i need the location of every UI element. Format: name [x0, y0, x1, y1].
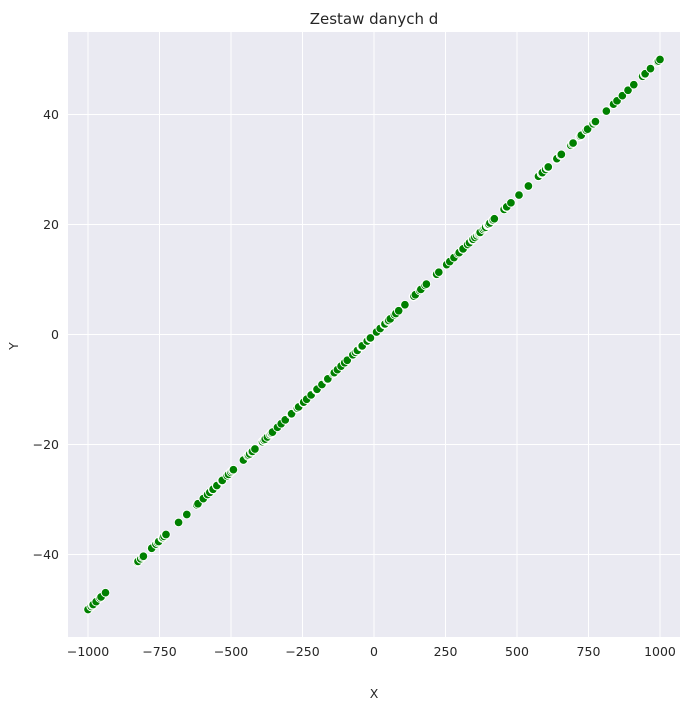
- data-point: [556, 149, 567, 160]
- data-point: [601, 106, 612, 116]
- x-axis-ticks: −1000 −750 −500 −250 0 250 500 750 1000: [67, 644, 676, 659]
- y-tick-label: 40: [43, 107, 59, 122]
- x-tick-label: 0: [370, 644, 378, 659]
- data-point: [623, 85, 633, 95]
- y-axis-ticks: −40 −20 0 20 40: [33, 107, 59, 562]
- x-tick-label: −1000: [67, 644, 109, 659]
- data-point: [506, 198, 516, 208]
- x-tick-label: 250: [434, 644, 458, 659]
- y-tick-label: −20: [33, 437, 59, 452]
- y-tick-label: −40: [33, 547, 59, 562]
- y-tick-label: 20: [43, 217, 59, 232]
- data-point: [421, 279, 432, 289]
- x-tick-label: −750: [142, 644, 176, 659]
- x-axis-label: X: [370, 686, 379, 701]
- chart-title: Zestaw danych d: [310, 10, 439, 28]
- data-point: [250, 444, 260, 454]
- data-point: [161, 529, 171, 540]
- x-tick-label: 500: [505, 644, 529, 659]
- data-point: [400, 300, 410, 310]
- data-point: [514, 190, 524, 200]
- data-point: [568, 138, 578, 148]
- data-point: [228, 464, 239, 475]
- y-tick-label: 0: [51, 327, 59, 342]
- x-tick-label: 750: [577, 644, 601, 659]
- data-point: [138, 551, 149, 561]
- data-point: [645, 63, 656, 74]
- data-point: [617, 90, 628, 101]
- x-tick-label: −250: [285, 644, 319, 659]
- data-point: [173, 517, 184, 528]
- data-point: [100, 587, 111, 598]
- y-axis-label: Y: [6, 342, 21, 351]
- data-point: [489, 214, 500, 224]
- data-point: [182, 509, 192, 520]
- data-point: [393, 306, 404, 316]
- data-point: [434, 267, 444, 277]
- data-point: [523, 181, 534, 191]
- data-point: [590, 116, 601, 127]
- x-tick-label: 1000: [644, 644, 676, 659]
- data-points: [83, 54, 665, 615]
- data-point: [543, 162, 554, 172]
- x-tick-label: −500: [214, 644, 248, 659]
- data-point: [365, 333, 376, 343]
- data-point: [655, 54, 665, 65]
- data-point: [629, 79, 639, 90]
